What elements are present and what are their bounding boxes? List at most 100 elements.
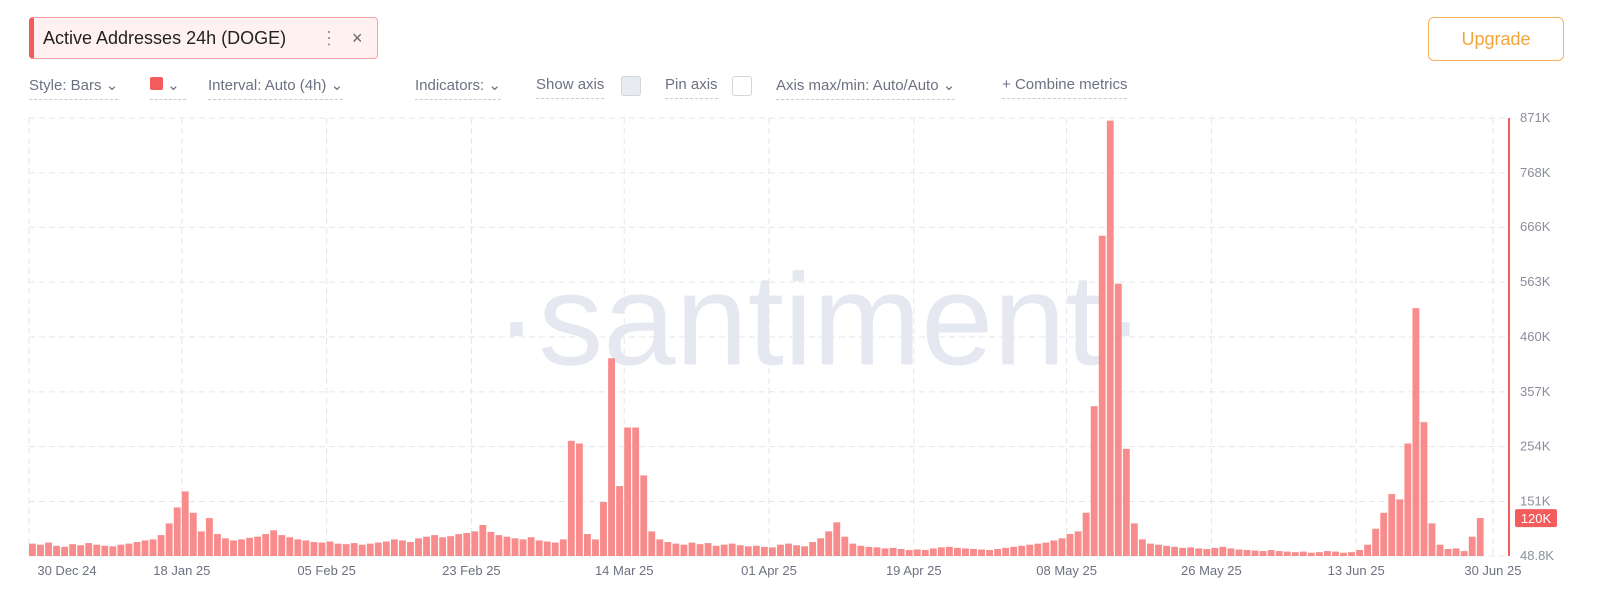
x-tick-label: 18 Jan 25 (153, 563, 210, 578)
bar (189, 512, 197, 556)
bar (1018, 545, 1026, 556)
bar (423, 536, 430, 556)
bar (366, 543, 374, 556)
bar (865, 546, 873, 556)
y-tick-label: 460K (1520, 329, 1551, 344)
bar (801, 546, 809, 556)
x-tick-label: 23 Feb 25 (442, 563, 501, 578)
bar (720, 544, 728, 556)
bar (471, 531, 479, 556)
x-tick-label: 19 Apr 25 (886, 563, 942, 578)
show-axis-checkbox[interactable] (621, 76, 641, 96)
bar (214, 534, 221, 556)
bar (262, 534, 270, 556)
bar (1171, 546, 1179, 556)
bar (962, 548, 969, 556)
metric-menu[interactable]: ⋮ (320, 28, 338, 48)
axis-maxmin-select[interactable]: Axis max/min: Auto/Auto ⌄ (776, 76, 956, 100)
bar (1147, 543, 1154, 556)
bar (45, 542, 52, 556)
bar (447, 536, 455, 556)
bar (712, 545, 720, 556)
style-select[interactable]: Style: Bars ⌄ (29, 76, 119, 100)
bar (230, 540, 237, 556)
pin-axis-checkbox[interactable] (732, 76, 752, 96)
y-tick-label: 871K (1520, 110, 1551, 125)
bar (181, 491, 189, 556)
indicators-label: Indicators: (415, 77, 485, 94)
bar (1452, 548, 1460, 556)
bar (85, 543, 93, 556)
pin-axis-toggle[interactable]: Pin axis (665, 76, 718, 99)
bar (455, 534, 463, 556)
bar (463, 532, 471, 556)
bar (1332, 551, 1339, 556)
bar (1299, 551, 1307, 556)
interval-label: Interval: Auto (4h) (208, 77, 327, 94)
bar (407, 542, 414, 556)
bar (1428, 523, 1436, 556)
bar (93, 544, 101, 556)
bar (688, 542, 696, 556)
bar (1034, 543, 1042, 556)
bar (954, 547, 961, 556)
bar (1340, 552, 1347, 556)
bar (656, 539, 664, 556)
bar (1436, 544, 1444, 556)
bar (278, 535, 286, 556)
bar (254, 536, 262, 556)
bar (1388, 494, 1396, 556)
upgrade-button[interactable]: Upgrade (1428, 17, 1564, 61)
metric-tag[interactable]: Active Addresses 24h (DOGE) ⋮ × (29, 17, 378, 59)
color-select[interactable]: ⌄ (150, 76, 186, 100)
bar (479, 524, 487, 556)
bar (109, 546, 117, 556)
x-tick-label: 14 Mar 25 (595, 563, 654, 578)
color-swatch (150, 77, 163, 90)
bar (1227, 548, 1235, 556)
bar (61, 546, 69, 556)
combine-metrics[interactable]: + Combine metrics (1002, 76, 1128, 99)
bar (616, 486, 624, 556)
bar (157, 535, 165, 556)
bar (728, 543, 736, 556)
bar (873, 547, 881, 556)
bar (29, 543, 36, 556)
bar (415, 538, 422, 556)
bar (1058, 538, 1066, 556)
bar (125, 543, 133, 556)
bar (511, 538, 519, 556)
bar (575, 443, 583, 556)
bar (374, 542, 382, 556)
bar (133, 542, 141, 556)
bar (945, 546, 953, 556)
bar (1042, 542, 1050, 556)
bar (825, 531, 833, 556)
bar (334, 543, 342, 556)
indicators-select[interactable]: Indicators: ⌄ (415, 76, 501, 100)
combine-label: Combine metrics (1014, 76, 1128, 93)
bar (1114, 283, 1122, 556)
bar (1291, 552, 1299, 556)
bar (1195, 548, 1203, 556)
show-axis-label: Show axis (536, 76, 605, 93)
bar (680, 544, 688, 556)
bar (149, 539, 157, 556)
bar (37, 544, 44, 556)
metric-close[interactable]: × (352, 28, 363, 48)
y-tick-label: 48.8K (1520, 548, 1554, 563)
bar (302, 540, 310, 556)
bar (600, 502, 607, 556)
x-tick-label: 08 May 25 (1036, 563, 1097, 578)
bar (503, 536, 511, 556)
bar (165, 523, 173, 556)
show-axis-toggle[interactable]: Show axis (536, 76, 605, 99)
y-tick-label: 151K (1520, 494, 1551, 509)
bar (1187, 547, 1195, 556)
bar (399, 540, 406, 556)
watermark: ·santiment· (495, 246, 1145, 392)
bar (1444, 548, 1452, 556)
interval-select[interactable]: Interval: Auto (4h) ⌄ (208, 76, 344, 100)
bar (809, 542, 817, 556)
